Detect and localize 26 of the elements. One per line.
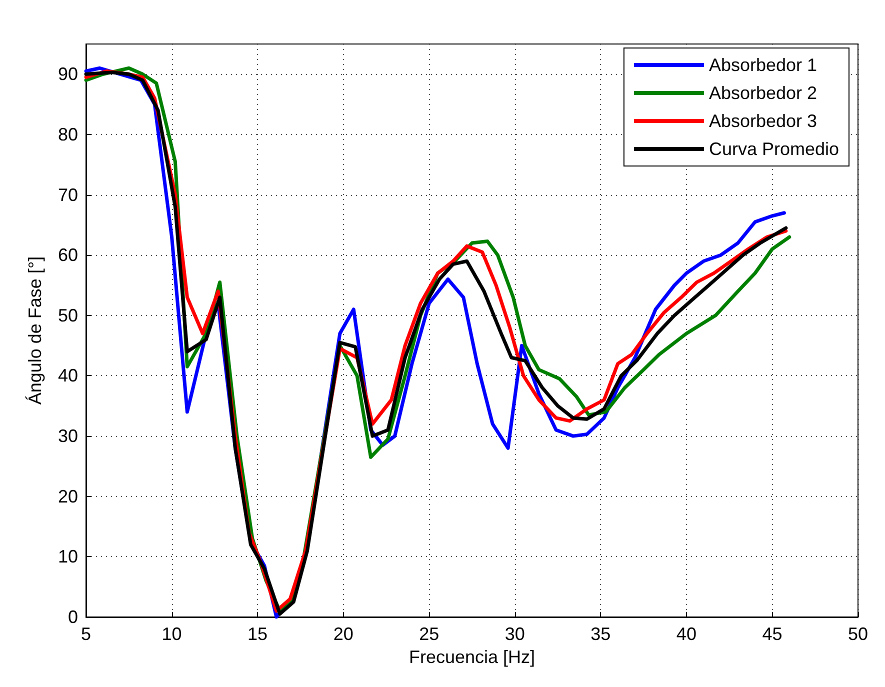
y-tick-label: 10 (58, 546, 78, 567)
x-tick-label: 30 (504, 624, 525, 644)
legend-label: Absorbedor 1 (708, 55, 818, 75)
y-tick-label: 60 (58, 245, 78, 266)
x-tick-label: 45 (762, 624, 782, 644)
x-tick-label: 15 (248, 624, 268, 644)
y-axis-title: Ángulo de Fase [°] (25, 256, 45, 405)
x-axis-title: Frecuencia [Hz] (408, 646, 536, 667)
x-tick-label: 5 (80, 624, 92, 644)
y-tick-label: 30 (58, 426, 78, 446)
x-tick-label: 25 (419, 624, 440, 644)
x-tick-label: 10 (162, 624, 182, 644)
legend-label: Curva Promedio (708, 139, 840, 159)
x-tick-label: 50 (848, 624, 868, 644)
y-tick-label: 40 (58, 366, 78, 386)
y-tick-label: 20 (58, 486, 78, 506)
y-tick-label: 50 (58, 305, 78, 326)
x-tick-label: 40 (676, 624, 696, 644)
legend-label: Absorbedor 3 (708, 111, 818, 131)
y-tick-label: 0 (68, 607, 78, 627)
y-tick-label: 70 (58, 184, 78, 205)
legend-label: Absorbedor 2 (708, 83, 818, 103)
y-tick-label: 90 (58, 64, 78, 84)
x-tick-label: 20 (333, 624, 354, 644)
y-tick-label: 80 (58, 124, 78, 144)
x-tick-label: 35 (590, 624, 611, 644)
